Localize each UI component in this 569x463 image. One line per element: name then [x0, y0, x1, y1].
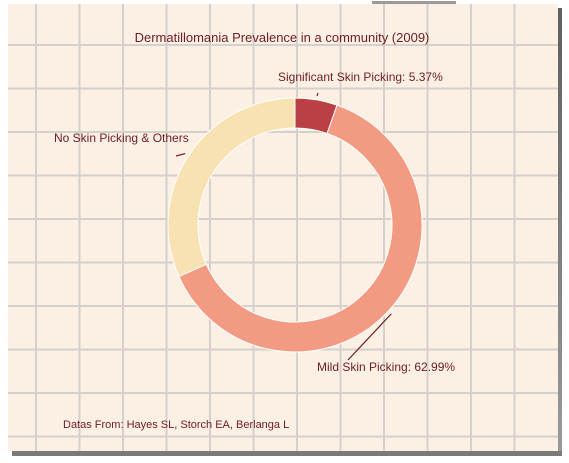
leader-line-0	[316, 92, 319, 97]
source-note: Datas From: Hayes SL, Storch EA, Berlang…	[63, 419, 289, 431]
top-decoration	[372, 1, 456, 4]
donut-slice-1	[178, 104, 423, 353]
grid-lines	[8, 4, 558, 451]
frame-shadow-bottom	[12, 451, 562, 456]
donut-slice-2	[167, 97, 296, 278]
slice-label-mild: Mild Skin Picking: 62.99%	[317, 360, 455, 374]
slice-label-none-others: No Skin Picking & Others	[54, 131, 189, 145]
donut-slices	[167, 97, 423, 353]
slice-label-significant: Significant Skin Picking: 5.37%	[278, 70, 443, 84]
chart-title: Dermatillomania Prevalence in a communit…	[135, 30, 430, 45]
plot-background	[8, 4, 558, 451]
leader-line-1	[347, 313, 392, 361]
frame-shadow-right	[558, 8, 562, 455]
label-leader-lines	[175, 92, 392, 361]
leader-line-2	[175, 152, 186, 157]
